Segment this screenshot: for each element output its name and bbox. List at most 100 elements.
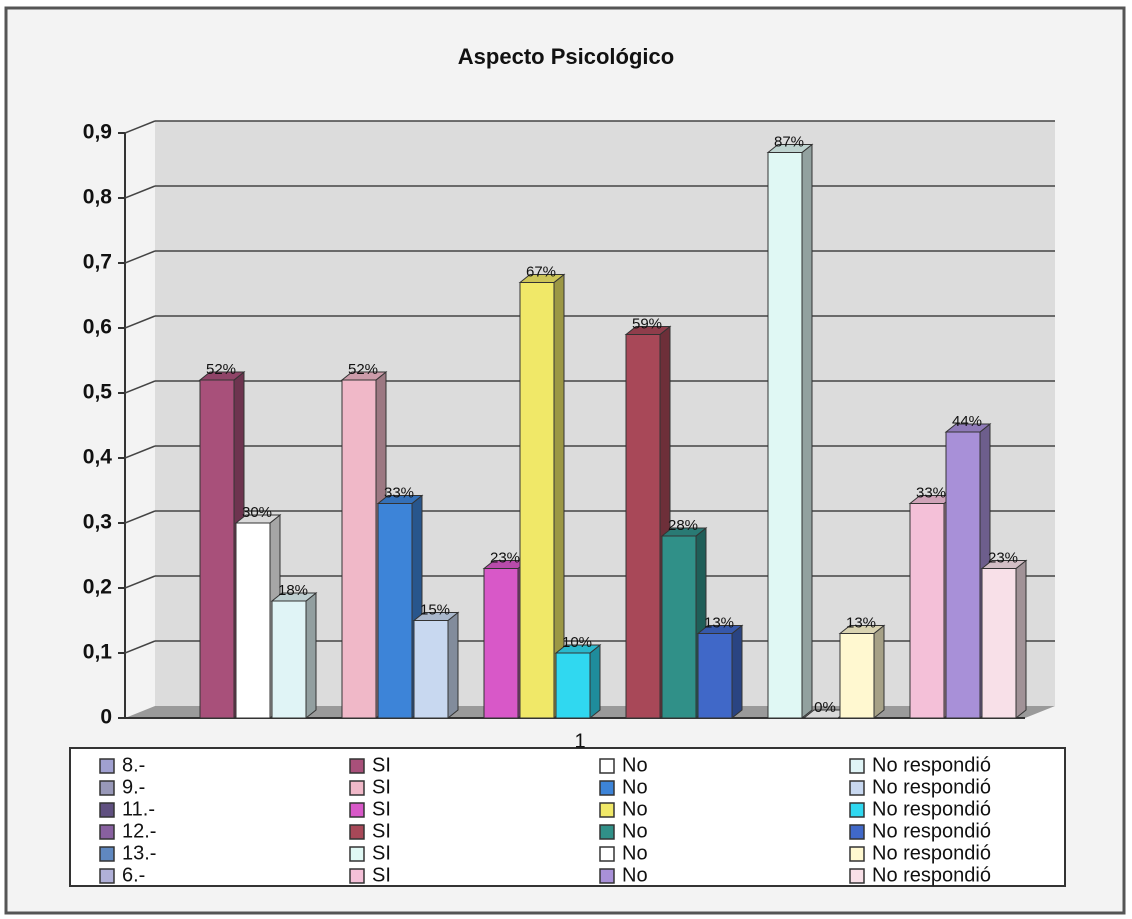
bar-side <box>447 611 459 720</box>
legend-swatch <box>849 780 865 796</box>
bar <box>235 522 271 719</box>
data-label: 28% <box>668 517 698 534</box>
bar-side <box>589 643 601 720</box>
legend-swatch <box>599 780 615 796</box>
y-tick-label: 0,5 <box>83 381 113 404</box>
bar <box>945 431 981 719</box>
grid-line <box>124 250 156 264</box>
bar <box>839 633 875 719</box>
grid-line <box>124 445 156 459</box>
legend-label: No respondió <box>872 798 991 820</box>
bar <box>483 568 519 719</box>
legend-swatch <box>849 846 865 862</box>
grid-line <box>124 510 156 524</box>
legend-label: No respondió <box>872 754 991 776</box>
chart-title: Aspecto Psicológico <box>458 44 674 69</box>
x-tick-label: 1 <box>574 730 585 752</box>
data-label: 33% <box>916 484 946 501</box>
legend-swatch <box>849 758 865 774</box>
legend-swatch <box>99 846 115 862</box>
legend-label: 9.- <box>122 776 145 798</box>
grid-line <box>124 120 156 134</box>
data-label: 13% <box>704 614 734 631</box>
legend-swatch <box>599 802 615 818</box>
legend-label: 8.- <box>122 754 145 776</box>
data-label: 15% <box>420 601 450 618</box>
y-tick-label: 0,7 <box>83 251 112 274</box>
grid-line <box>124 185 156 199</box>
legend-swatch <box>99 780 115 796</box>
legend-label: No <box>622 820 648 842</box>
legend-swatch <box>599 824 615 840</box>
data-label: 0% <box>814 699 836 716</box>
legend-swatch <box>99 824 115 840</box>
bar <box>981 568 1017 719</box>
data-label: 44% <box>952 413 982 430</box>
grid-line <box>124 315 156 329</box>
bar-side <box>305 591 317 720</box>
data-label: 67% <box>526 263 556 280</box>
y-tick-label: 0,6 <box>83 316 112 339</box>
legend-swatch <box>599 868 615 884</box>
data-label: 33% <box>384 484 414 501</box>
legend-swatch <box>349 802 365 818</box>
legend-label: 12.- <box>122 820 156 842</box>
legend-label: No <box>622 776 648 798</box>
legend-label: SI <box>372 842 391 864</box>
legend-swatch <box>349 868 365 884</box>
bar-side <box>873 624 885 720</box>
data-label: 59% <box>632 315 662 332</box>
data-label: 87% <box>774 133 804 150</box>
bar-side <box>801 143 813 720</box>
legend-swatch <box>599 758 615 774</box>
bar <box>341 379 377 719</box>
legend-label: No <box>622 754 648 776</box>
bar <box>199 379 235 719</box>
bar <box>271 600 307 719</box>
legend-swatch <box>599 846 615 862</box>
bar <box>519 282 555 719</box>
bar <box>625 334 661 719</box>
data-label: 23% <box>490 549 520 566</box>
legend-label: No respondió <box>872 776 991 798</box>
legend-label: SI <box>372 798 391 820</box>
y-tick-label: 0,4 <box>83 446 113 469</box>
legend-swatch <box>99 868 115 884</box>
data-label: 10% <box>562 634 592 651</box>
legend-label: No <box>622 842 648 864</box>
y-tick-label: 0 <box>100 706 112 729</box>
legend-swatch <box>849 868 865 884</box>
legend-swatch <box>349 780 365 796</box>
legend-swatch <box>99 802 115 818</box>
legend-swatch <box>349 824 365 840</box>
legend-label: No respondió <box>872 842 991 864</box>
legend-label: 11.- <box>122 798 155 820</box>
data-label: 30% <box>242 504 272 521</box>
legend-label: No <box>622 798 648 820</box>
legend-swatch <box>349 846 365 862</box>
legend-label: SI <box>372 820 391 842</box>
bar <box>377 503 413 719</box>
legend-label: No respondió <box>872 864 991 886</box>
data-label: 13% <box>846 614 876 631</box>
bar-side <box>731 624 743 720</box>
y-tick-label: 0,3 <box>83 511 112 534</box>
data-label: 18% <box>278 582 308 599</box>
legend <box>69 747 1066 887</box>
legend-swatch <box>849 802 865 818</box>
data-label: 52% <box>206 361 236 378</box>
legend-label: No respondió <box>872 820 991 842</box>
legend-swatch <box>349 758 365 774</box>
y-tick-label: 0,8 <box>83 186 113 209</box>
data-label: 52% <box>348 361 378 378</box>
bar <box>413 620 449 719</box>
legend-swatch <box>99 758 115 774</box>
bar-side <box>1015 559 1027 720</box>
bar <box>555 652 591 719</box>
data-label: 23% <box>988 549 1018 566</box>
legend-label: 13.- <box>122 842 156 864</box>
bar <box>697 633 733 719</box>
bar <box>909 503 945 719</box>
y-tick-label: 0,9 <box>83 121 112 144</box>
bar <box>661 535 697 719</box>
